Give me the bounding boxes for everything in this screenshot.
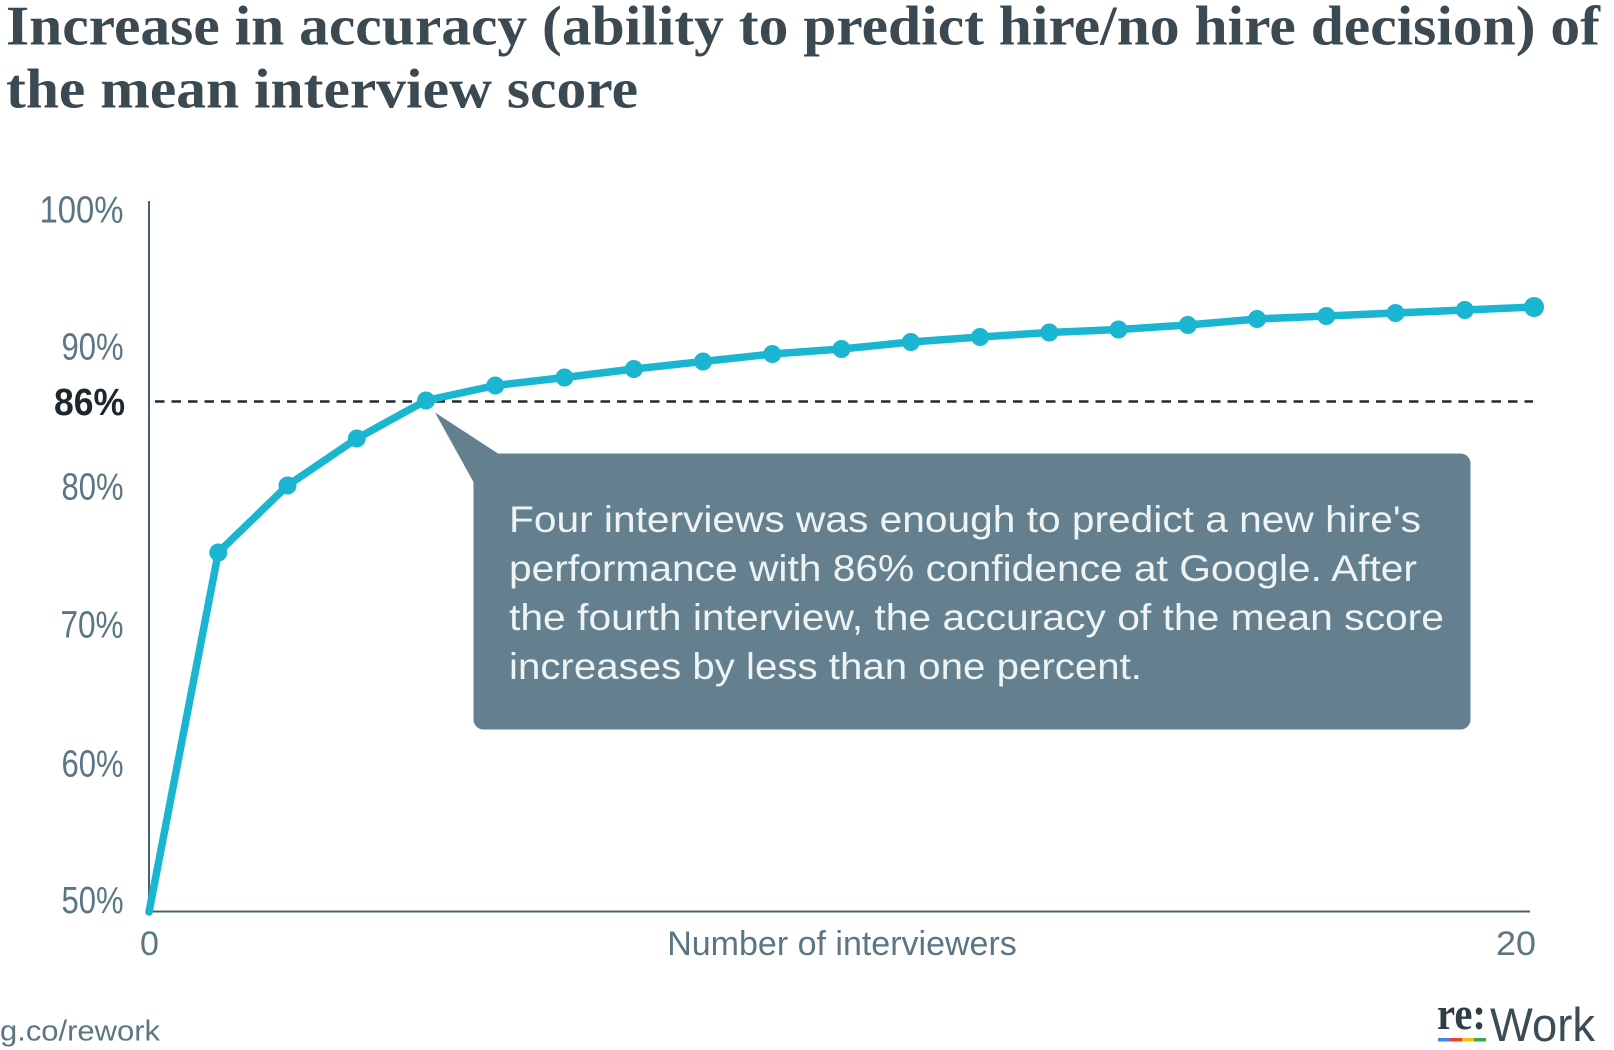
svg-text:70%: 70% (61, 604, 124, 646)
svg-text:g.co/rework: g.co/rework (0, 1016, 161, 1048)
svg-text:50%: 50% (62, 880, 124, 922)
svg-text:100%: 100% (40, 190, 124, 232)
svg-text:Number of interviewers: Number of interviewers (667, 925, 1017, 963)
svg-text:the fourth interview, the accu: the fourth interview, the accuracy of th… (509, 597, 1444, 638)
svg-text:90%: 90% (62, 327, 124, 369)
svg-text:86%: 86% (54, 382, 125, 424)
svg-text:20: 20 (1496, 925, 1536, 963)
svg-text:re:: re: (1437, 989, 1486, 1039)
svg-text:60%: 60% (62, 744, 124, 786)
svg-text:increases by less than one per: increases by less than one percent. (509, 646, 1142, 687)
svg-text:Work: Work (1490, 998, 1595, 1050)
svg-text:0: 0 (140, 925, 159, 963)
svg-text:Increase in accuracy (ability: Increase in accuracy (ability to predict… (6, 0, 1601, 58)
svg-text:Four interviews was enough to: Four interviews was enough to predict a … (509, 499, 1421, 540)
svg-text:performance with 86% confidenc: performance with 86% confidence at Googl… (509, 548, 1417, 589)
svg-text:80%: 80% (62, 466, 124, 508)
svg-text:the mean interview score: the mean interview score (6, 59, 638, 121)
